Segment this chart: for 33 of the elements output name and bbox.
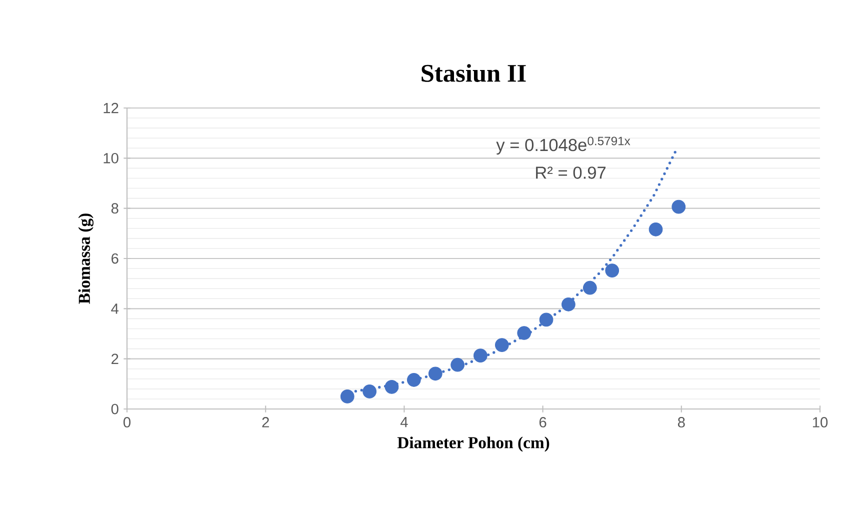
x-tick-label: 4 <box>400 417 408 428</box>
point <box>648 222 663 236</box>
point <box>562 297 576 312</box>
y-tick-label: 12 <box>104 102 118 114</box>
point <box>517 326 532 340</box>
point <box>494 338 509 352</box>
y-tick-label: 0 <box>111 404 118 414</box>
point <box>605 264 620 278</box>
point <box>362 384 376 398</box>
point <box>539 312 554 327</box>
annotation: R² = 0.97 <box>536 166 606 179</box>
point <box>450 358 465 372</box>
point <box>406 372 421 387</box>
y-tick-label: 4 <box>111 304 119 314</box>
point <box>384 380 399 394</box>
x-tick-label: 0 <box>123 417 130 428</box>
chart-title: Stasiun II <box>422 64 526 82</box>
y-tick-label: 10 <box>104 152 118 164</box>
point <box>428 366 442 381</box>
x-tick-label: 2 <box>262 417 269 428</box>
y-axis-title: Biomassa (g) <box>78 214 94 304</box>
x-tick-label: 8 <box>678 417 685 428</box>
y-tick-label: 6 <box>112 253 118 264</box>
x-tick-label: 6 <box>539 417 546 428</box>
point <box>340 390 354 404</box>
point <box>582 280 597 295</box>
y-tick-label: 8 <box>111 203 118 214</box>
annotation: y = 0.1048e$^{0.5791x}$ <box>496 136 630 155</box>
point <box>474 348 488 363</box>
x-axis-title: Diameter Pohon (cm) <box>397 436 550 452</box>
x-tick-label: 10 <box>812 417 828 428</box>
y-tick-label: 2 <box>112 354 118 364</box>
point <box>672 200 686 214</box>
